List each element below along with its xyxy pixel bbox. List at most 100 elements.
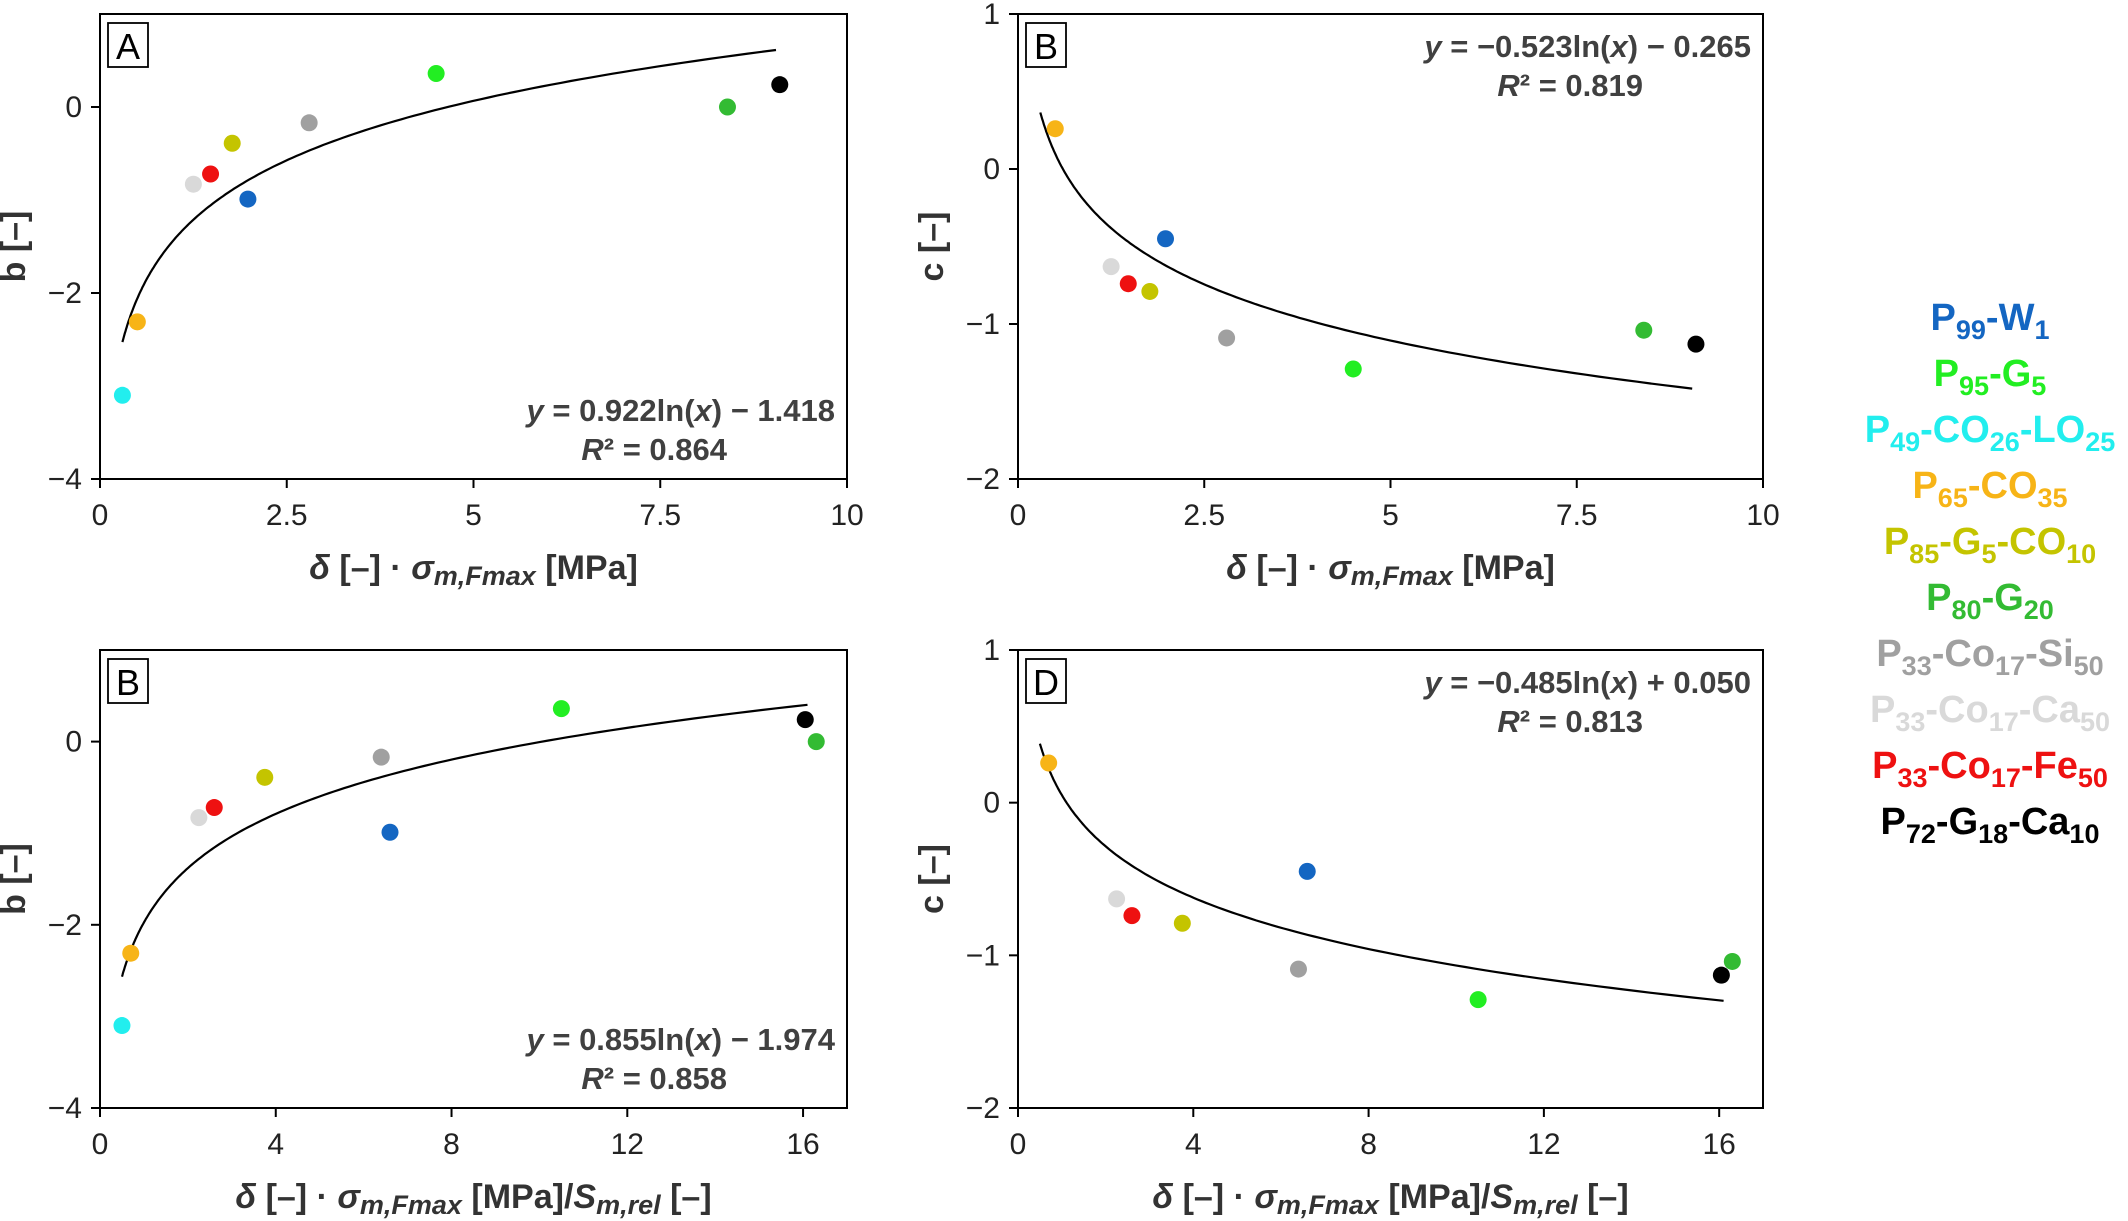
y-axis-label: c [–] [913, 212, 951, 282]
chart-panel-3: −4 −2 0 0 4 8 12 16 b [–] δ [–] · σm,Fmax [MPa]/S… [0, 649, 848, 1220]
x-tick-label: 0 [1010, 499, 1027, 532]
panel-letter-box [1025, 22, 1067, 68]
fit-curve [1038, 743, 1724, 1002]
data-point-p33-co17-si50 [1218, 329, 1236, 347]
legend-entry: P72-G18-Ca10 [1881, 801, 2100, 849]
fit-equation: y = 0.855ln(x) − 1.974 [524, 1022, 835, 1057]
fit-curve [121, 48, 777, 343]
fit-r-squared: R² = 0.858 [581, 1061, 727, 1096]
data-point-p99-w1 [1157, 230, 1175, 248]
x-axis-label: δ [–] · σm,Fmax [MPa]/Sm,rel [–] [1152, 1178, 1628, 1220]
data-point-p80-g20 [1723, 952, 1741, 970]
data-point-p33-co17-si50 [1289, 960, 1307, 978]
data-point-p99-w1 [1298, 862, 1316, 880]
panel-letter-box [107, 658, 149, 704]
x-tick-label: 4 [267, 1128, 284, 1161]
legend-entry: P65-CO35 [1912, 465, 2067, 513]
y-axis-label: c [–] [913, 844, 951, 914]
panel-letter: D [1033, 662, 1059, 703]
legend-entry: P99-W1 [1931, 297, 2050, 345]
legend-entry: P80-G20 [1926, 577, 2054, 625]
data-point-p72-g18-ca10 [796, 711, 814, 729]
legend-entry: P33-Co17-Fe50 [1872, 745, 2108, 793]
x-tick-label: 0 [92, 499, 109, 532]
chart-panel-1: −4 −2 0 0 2.5 5 7.5 10 b [–] δ [–] · σm,Fmax [MPa… [0, 13, 864, 591]
x-tick-label: 5 [465, 499, 482, 532]
data-point-p85-g5-co10 [256, 768, 274, 786]
panel-letter-box [1025, 658, 1067, 704]
x-tick-label: 4 [1185, 1128, 1202, 1161]
y-tick-label: 0 [983, 787, 1000, 820]
x-tick-label: 16 [786, 1128, 819, 1161]
data-point-p99-w1 [381, 823, 399, 841]
x-axis-label: δ [–] · σm,Fmax [MPa]/Sm,rel [–] [235, 1178, 711, 1220]
plot-frame [1017, 649, 1764, 1109]
data-point-p33-co17-fe50 [1119, 275, 1137, 293]
plot-frame [99, 649, 848, 1109]
data-point-p72-g18-ca10 [1712, 966, 1730, 984]
data-point-p80-g20 [1635, 321, 1653, 339]
y-tick-label: 0 [983, 153, 1000, 186]
y-tick-label: −4 [48, 1092, 82, 1125]
fit-equation: y = 0.922ln(x) − 1.418 [524, 393, 835, 428]
x-axis-label: δ [–] · σm,Fmax [MPa] [309, 549, 638, 591]
data-point-p72-g18-ca10 [771, 76, 789, 94]
y-tick-label: −4 [48, 463, 82, 496]
data-point-p33-co17-fe50 [1123, 907, 1141, 925]
x-tick-label: 10 [1746, 499, 1779, 532]
panel-letter: A [116, 26, 140, 67]
data-point-p65-co35 [128, 313, 146, 331]
data-point-p80-g20 [718, 98, 736, 116]
x-axis-label: δ [–] · σm,Fmax [MPa] [1226, 549, 1555, 591]
x-tick-label: 12 [611, 1128, 644, 1161]
data-point-p99-w1 [239, 190, 257, 208]
data-point-p85-g5-co10 [1141, 282, 1159, 300]
x-tick-label: 7.5 [639, 499, 681, 532]
data-point-p49-co26-lo25 [113, 1017, 131, 1035]
legend-entry: P95-G5 [1934, 353, 2047, 401]
data-point-p33-co17-si50 [372, 748, 390, 766]
y-tick-label: −2 [966, 1092, 1000, 1125]
panel-letter: B [116, 662, 140, 703]
y-tick-label: −1 [966, 308, 1000, 341]
legend: P99-W1 P95-G5 P49-CO26-LO25 P65-CO35 P85-G5-… [1865, 297, 2116, 849]
data-point-p85-g5-co10 [223, 134, 241, 152]
x-tick-label: 7.5 [1556, 499, 1598, 532]
data-point-p65-co35 [122, 944, 140, 962]
fit-equation: y = −0.485ln(x) + 0.050 [1422, 665, 1751, 700]
x-tick-label: 5 [1382, 499, 1399, 532]
data-point-p33-co17-ca50 [1108, 890, 1126, 908]
panel-letter-box [107, 22, 149, 68]
x-tick-label: 10 [830, 499, 863, 532]
fit-r-squared: R² = 0.864 [581, 432, 727, 467]
data-point-p49-co26-lo25 [113, 386, 131, 404]
chart-panel-4: −2 −1 0 1 0 4 8 12 16 c [–] δ [–] · σm,Fmax [MPa]/… [913, 634, 1764, 1220]
data-point-p72-g18-ca10 [1687, 335, 1705, 353]
x-tick-label: 8 [443, 1128, 460, 1161]
legend-entry: P85-G5-CO10 [1884, 521, 2096, 569]
legend-entry: P49-CO26-LO25 [1865, 409, 2116, 457]
y-axis-label: b [–] [0, 843, 33, 915]
data-point-p33-co17-ca50 [190, 809, 208, 827]
panel-letter: B [1034, 26, 1058, 67]
y-tick-label: 1 [983, 0, 1000, 31]
x-tick-label: 8 [1360, 1128, 1377, 1161]
legend-entry: P33-Co17-Ca50 [1870, 689, 2110, 737]
y-tick-label: −1 [966, 939, 1000, 972]
data-point-p65-co35 [1046, 120, 1064, 138]
x-tick-label: 12 [1527, 1128, 1560, 1161]
fit-curve [1039, 112, 1693, 390]
x-tick-label: 16 [1702, 1128, 1735, 1161]
data-point-p95-g5 [1469, 991, 1487, 1009]
data-point-p95-g5 [1344, 360, 1362, 378]
data-point-p33-co17-ca50 [1102, 258, 1120, 276]
data-point-p80-g20 [807, 733, 825, 751]
y-tick-label: −2 [48, 277, 82, 310]
data-point-p33-co17-si50 [300, 114, 318, 132]
y-tick-label: 1 [983, 634, 1000, 667]
data-point-p95-g5 [552, 700, 570, 718]
x-tick-label: 0 [92, 1128, 109, 1161]
data-point-p33-co17-fe50 [205, 799, 223, 817]
